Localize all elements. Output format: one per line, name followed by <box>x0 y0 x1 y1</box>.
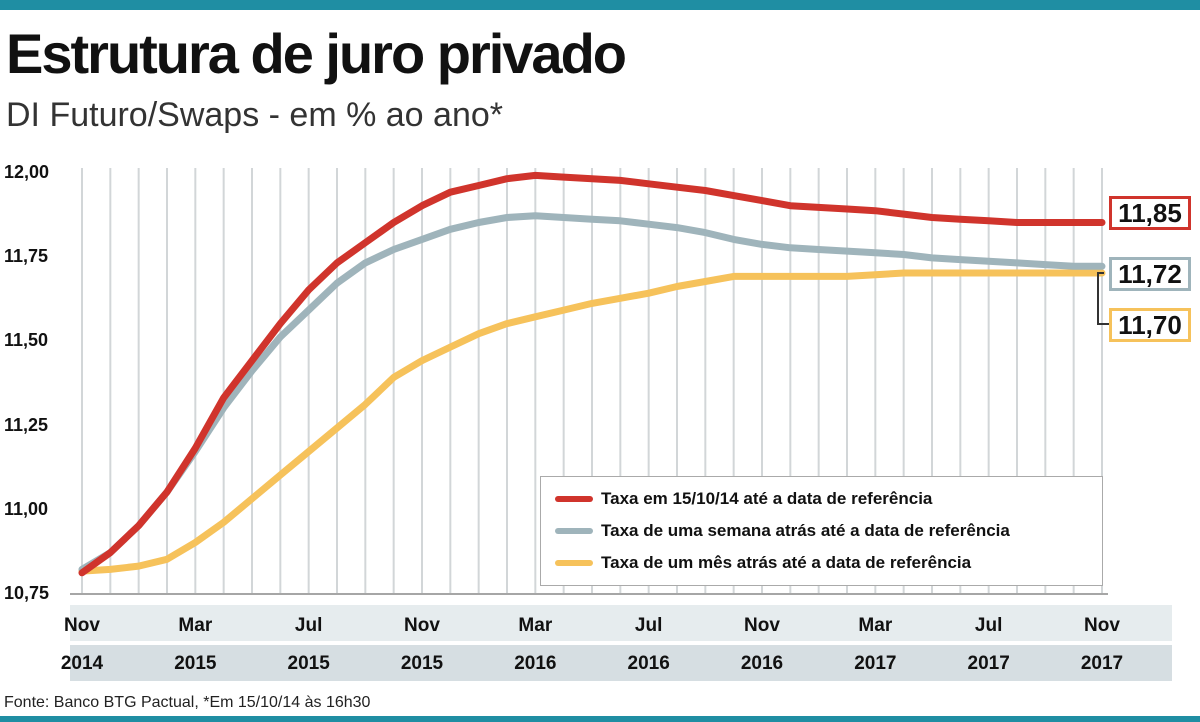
x-tick-label-month: Mar <box>518 615 553 636</box>
legend-swatch-gray <box>555 528 593 534</box>
end-label-red: 11,85 <box>1109 196 1191 230</box>
y-tick-label: 12,00 <box>4 162 50 182</box>
x-tick-label-month: Nov <box>64 615 100 636</box>
legend: Taxa em 15/10/14 até a data de referênci… <box>540 476 1103 586</box>
y-tick-label: 10,75 <box>4 583 50 603</box>
series-line-yellow <box>78 269 1106 575</box>
x-tick-label-year: 2016 <box>514 653 557 674</box>
y-tick-label: 11,00 <box>4 498 49 519</box>
series-line-gray <box>78 212 1106 573</box>
y-tick-label: 11,25 <box>4 414 49 435</box>
x-tick-label-year: 2015 <box>287 653 330 674</box>
x-tick-label-month: Jul <box>634 615 663 636</box>
legend-swatch-red <box>555 496 593 502</box>
end-label-yellow: 11,70 <box>1109 308 1191 342</box>
x-tick-label-year: 2016 <box>740 653 784 674</box>
source-note: Fonte: Banco BTG Pactual, *Em 15/10/14 à… <box>4 694 371 711</box>
x-tick-label-year: 2015 <box>400 653 444 674</box>
bottom-accent-bar <box>0 716 1200 722</box>
x-tick-label-year: 2014 <box>60 653 104 674</box>
legend-item-red: Taxa em 15/10/14 até a data de referênci… <box>555 487 932 511</box>
top-accent-bar <box>0 0 1200 10</box>
x-tick-label-month: Jul <box>294 615 323 636</box>
x-axis-month-band <box>70 605 1172 641</box>
end-label-gray: 11,72 <box>1109 257 1191 291</box>
x-tick-label-year: 2016 <box>627 653 670 674</box>
legend-label-gray: Taxa de uma semana atrás até a data de r… <box>601 521 1010 540</box>
chart-subtitle: DI Futuro/Swaps - em % ao ano* <box>6 96 504 134</box>
legend-label-red: Taxa em 15/10/14 até a data de referênci… <box>601 489 933 508</box>
legend-label-yellow: Taxa de um mês atrás até a data de refer… <box>601 553 972 572</box>
x-tick-label-month: Mar <box>858 615 893 636</box>
x-tick-label-month: Nov <box>404 615 440 636</box>
chart-title: Estrutura de juro privado <box>6 22 627 85</box>
y-tick-label: 11,50 <box>4 330 49 351</box>
x-tick-label-month: Mar <box>178 615 213 636</box>
x-tick-label-month: Jul <box>974 615 1003 636</box>
legend-item-gray: Taxa de uma semana atrás até a data de r… <box>555 519 1010 543</box>
legend-swatch-yellow <box>555 560 593 566</box>
y-tick-label: 11,75 <box>4 246 49 267</box>
x-tick-label-year: 2015 <box>174 653 217 674</box>
series-line-red <box>78 171 1106 577</box>
x-tick-label-month: Nov <box>744 615 780 636</box>
x-tick-label-year: 2017 <box>1080 653 1124 674</box>
x-tick-label-year: 2017 <box>967 653 1010 674</box>
legend-item-yellow: Taxa de um mês atrás até a data de refer… <box>555 551 971 575</box>
x-tick-label-month: Nov <box>1084 615 1120 636</box>
end-label-connector <box>1097 272 1109 325</box>
x-tick-label-year: 2017 <box>854 653 897 674</box>
x-axis-year-band <box>70 645 1172 681</box>
